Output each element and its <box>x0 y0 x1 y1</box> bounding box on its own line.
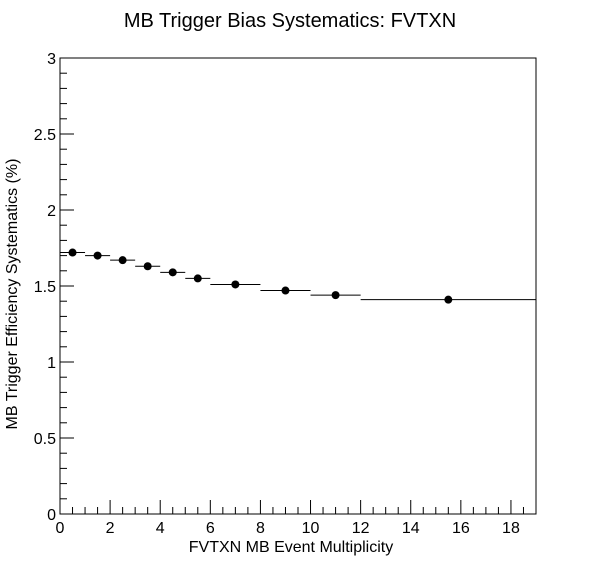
x-tick-label: 2 <box>106 520 115 537</box>
data-point <box>118 256 127 265</box>
data-point <box>281 286 290 295</box>
y-axis-label: MB Trigger Efficiency Systematics (%) <box>4 159 21 430</box>
y-tick-label: 1.5 <box>34 279 56 296</box>
plot-frame <box>59 57 537 515</box>
y-tick-label: 2.5 <box>34 127 56 144</box>
x-tick-label: 14 <box>402 520 420 537</box>
x-tick-label: 6 <box>206 520 215 537</box>
y-tick-label: 0.5 <box>34 431 56 448</box>
data-point <box>168 268 177 277</box>
y-tick-label: 1 <box>47 355 56 372</box>
data-point <box>444 295 453 304</box>
x-axis-label: FVTXN MB Event Multiplicity <box>189 539 393 556</box>
chart-title: MB Trigger Bias Systematics: FVTXN <box>124 10 456 32</box>
data-point <box>68 248 77 257</box>
y-tick-label: 3 <box>47 51 56 68</box>
data-point <box>93 251 102 260</box>
x-tick-label: 0 <box>56 520 65 537</box>
data-point <box>331 291 340 300</box>
axes: 0 2 4 6 8 10 12 14 16 18 0 0.5 1 1.5 2 2.5 3 <box>34 51 537 537</box>
data-point <box>231 280 240 289</box>
x-tick-label: 12 <box>352 520 370 537</box>
y-tick-label: 2 <box>47 203 56 220</box>
data-marks <box>60 248 536 304</box>
data-point <box>193 274 202 283</box>
x-tick-label: 18 <box>502 520 520 537</box>
x-tick-label: 16 <box>452 520 470 537</box>
y-tick-label: 0 <box>47 507 56 524</box>
x-tick-label: 8 <box>256 520 265 537</box>
x-tick-label: 10 <box>302 520 320 537</box>
data-point <box>143 262 152 271</box>
x-tick-label: 4 <box>156 520 165 537</box>
